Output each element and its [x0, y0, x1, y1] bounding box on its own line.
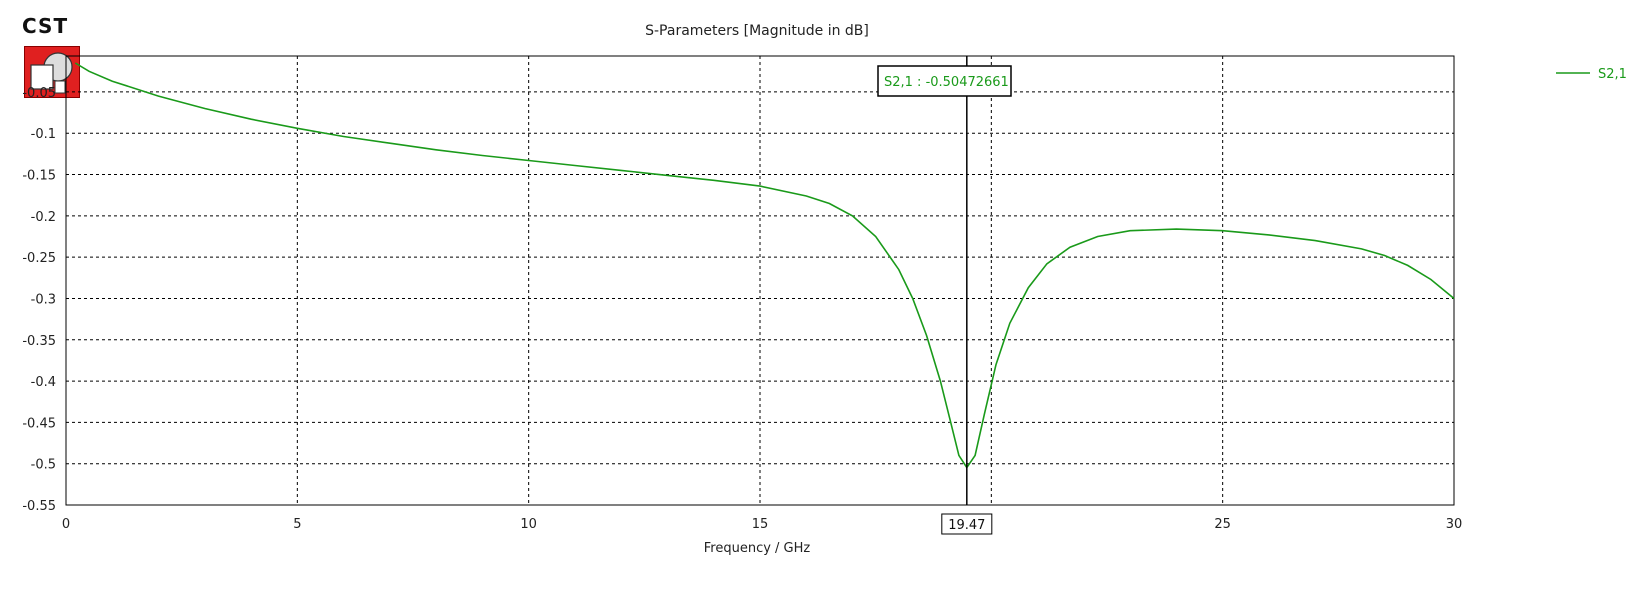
y-axis-ticks: -0.05 -0.1 -0.15 -0.2 -0.25 -0.3 -0.35 -0.4 -0.4… — [22, 86, 56, 514]
y-tick-label: -0.55 — [22, 499, 56, 514]
chart-title: S-Parameters [Magnitude in dB] — [645, 23, 869, 39]
marker-label-box[interactable]: S2,1 : -0.50472661 — [877, 65, 1012, 97]
x-tick-label: 5 — [293, 517, 301, 532]
x-tick-label: 25 — [1214, 517, 1231, 532]
series-line-s21 — [74, 62, 1455, 470]
y-tick-label: -0.05 — [22, 86, 56, 101]
y-tick-label: -0.35 — [22, 334, 56, 349]
y-tick-label: -0.4 — [31, 375, 56, 390]
y-tick-label: -0.3 — [31, 292, 56, 307]
legend-label: S2,1 — [1598, 67, 1627, 82]
x-tick-label: 30 — [1446, 517, 1463, 532]
y-tick-label: -0.45 — [22, 416, 56, 431]
y-tick-label: -0.25 — [22, 251, 56, 266]
cst-logo: CST — [10, 8, 80, 98]
chart-grid — [66, 56, 1454, 505]
x-tick-label: 0 — [62, 517, 70, 532]
series-lines — [74, 62, 1455, 470]
legend: S2,1 — [1556, 67, 1627, 82]
marker-label: S2,1 : -0.50472661 — [884, 75, 1009, 90]
x-tick-label: 10 — [520, 517, 537, 532]
plot-area — [65, 55, 1455, 506]
y-tick-label: -0.1 — [31, 127, 56, 142]
x-axis-label: Frequency / GHz — [704, 541, 811, 556]
y-tick-label: -0.5 — [31, 458, 56, 473]
marker-x-value: 19.47 — [948, 518, 985, 533]
y-tick-label: -0.15 — [22, 169, 56, 184]
cst-logo-icon — [24, 46, 80, 98]
marker-x-value-box[interactable]: 19.47 — [941, 513, 993, 535]
y-tick-label: -0.2 — [31, 210, 56, 225]
x-axis-ticks: 0 5 10 15 25 30 — [62, 517, 1462, 532]
cst-logo-text: CST — [22, 14, 69, 38]
x-tick-label: 15 — [752, 517, 769, 532]
